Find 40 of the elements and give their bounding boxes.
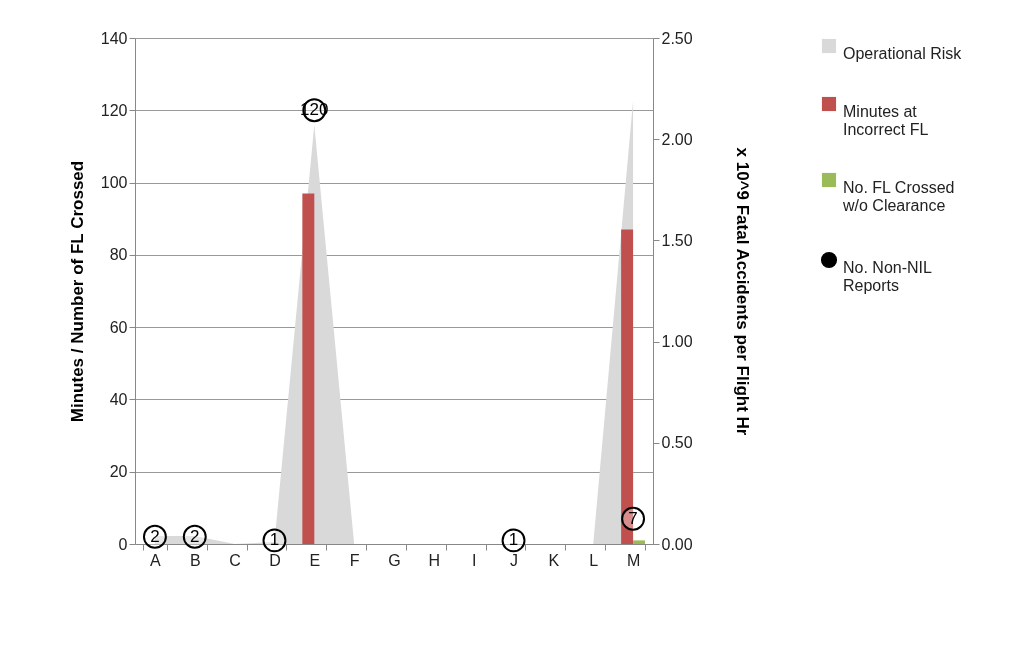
x-tick-label: I: [471, 551, 477, 569]
y-tick-label: 40: [109, 390, 128, 408]
y-tick-label: 60: [109, 318, 128, 336]
bar: [302, 193, 315, 544]
data-label: 2: [190, 526, 200, 546]
x-tick-label: D: [269, 551, 281, 569]
y2-tick-label: 0.00: [661, 535, 693, 553]
y-tick-label: 140: [100, 29, 128, 47]
x-tick-label: C: [229, 551, 241, 569]
x-tick-label: B: [189, 551, 201, 569]
x-tick-label: J: [510, 551, 519, 569]
data-label: 2: [150, 526, 160, 546]
x-tick-label: G: [388, 551, 401, 569]
y2-axis-title: x 10^9 Fatal Accidents per Flight Hr: [732, 147, 752, 436]
y2-tick-label: 1.00: [661, 333, 693, 351]
x-tick-label: K: [548, 551, 560, 569]
y-tick-label: 100: [100, 174, 128, 192]
data-label: 1: [269, 530, 280, 550]
legend-label: No. Non-NIL Reports: [843, 259, 933, 294]
bar: [633, 540, 646, 544]
x-tick-label: F: [349, 551, 360, 569]
y-tick-label: 120: [100, 101, 128, 119]
legend-label: Operational Risk: [843, 45, 963, 62]
legend-label: Minutes at Incorrect FL: [843, 103, 929, 138]
x-tick-label: E: [309, 551, 321, 569]
y2-tick-label: 1.50: [661, 231, 693, 249]
data-label: 7: [628, 508, 638, 528]
y-tick-label: 0: [118, 535, 128, 553]
y2-tick-label: 2.50: [661, 29, 693, 47]
x-tick-label: L: [589, 551, 599, 569]
legend-label: No. FL Crossed w/o Clearance: [842, 179, 955, 214]
y-axis-title: Minutes / Number of FL Crossed: [67, 160, 87, 423]
data-label: 1: [508, 530, 519, 550]
y-tick-label: 80: [109, 246, 128, 264]
x-tick-label: M: [626, 551, 641, 569]
y2-tick-label: 2.00: [661, 130, 693, 148]
y2-tick-label: 0.50: [661, 434, 693, 452]
x-tick-label: H: [428, 551, 441, 569]
y-tick-label: 20: [109, 463, 128, 481]
x-tick-label: A: [150, 551, 162, 569]
